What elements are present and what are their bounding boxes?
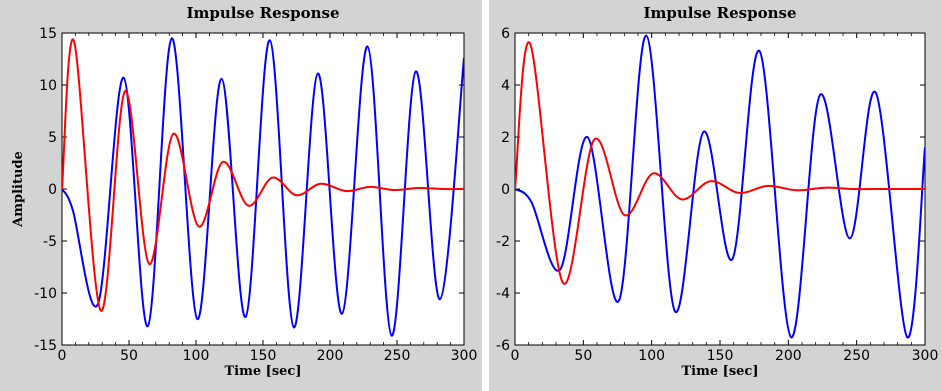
chart-1-xtick-label: 300 (912, 348, 939, 364)
chart-0-xlabel: Time [sec] (225, 364, 302, 379)
chart-1-xtick-label: 100 (638, 348, 665, 364)
chart-1-ytick-label: 4 (501, 78, 510, 94)
chart-0-xtick-label: 100 (183, 348, 210, 364)
chart-1-ytick-label: -6 (496, 338, 510, 354)
chart-0-xtick-label: 150 (250, 348, 277, 364)
chart-0-xtick-label: 0 (58, 348, 67, 364)
chart-1-ytick-label: 6 (501, 26, 510, 42)
chart-1-xtick-label: 250 (843, 348, 870, 364)
chart-0-xtick-label: 250 (384, 348, 411, 364)
chart-1-xlabel: Time [sec] (682, 364, 759, 379)
chart-0-ytick-label: -5 (43, 234, 57, 250)
chart-1-series-group (515, 34, 925, 339)
chart-0-ytick-label: 15 (39, 26, 57, 42)
chart-1-ytick-label: -4 (496, 286, 510, 302)
chart-0-xtick-label: 300 (451, 348, 478, 364)
chart-1-title: Impulse Response (643, 4, 796, 22)
chart-1-xtick-label: 0 (511, 348, 520, 364)
chart-1-series-1-line (515, 41, 925, 285)
chart-0-ylabel: Amplitude (11, 151, 26, 228)
chart-0-series-1-line (62, 38, 464, 312)
chart-0-ytick-label: -15 (34, 338, 57, 354)
chart-1-xtick-label: 150 (707, 348, 734, 364)
chart-0-ytick-label: 10 (39, 78, 57, 94)
chart-0-series-group (62, 37, 464, 337)
chart-0-series-0-line (62, 37, 464, 337)
chart-0-ytick-label: -10 (34, 286, 57, 302)
chart-1-xtick-label: 200 (775, 348, 802, 364)
chart-1-ytick-label: 2 (501, 130, 510, 146)
chart-1-series-0-line (515, 34, 925, 339)
chart-0-ytick-label: 5 (48, 130, 57, 146)
chart-1-xtick-label: 50 (574, 348, 592, 364)
chart-panel-left: Impulse Response 0 50 100 150 200 250 300 15 10 5 0… (0, 0, 482, 391)
chart-right-svg: Impulse Response 0 50 100 150 200 250 300 6 4 2 0 -2… (496, 4, 939, 379)
chart-0-xtick-label: 200 (317, 348, 344, 364)
chart-0-title: Impulse Response (186, 4, 339, 22)
chart-panel-right: Impulse Response 0 50 100 150 200 250 300 6 4 2 0 -2… (489, 0, 942, 391)
chart-0-xtick-label: 50 (120, 348, 138, 364)
chart-1-ytick-label: 0 (501, 182, 510, 198)
chart-1-ytick-label: -2 (496, 234, 510, 250)
chart-0-ytick-label: 0 (48, 182, 57, 198)
